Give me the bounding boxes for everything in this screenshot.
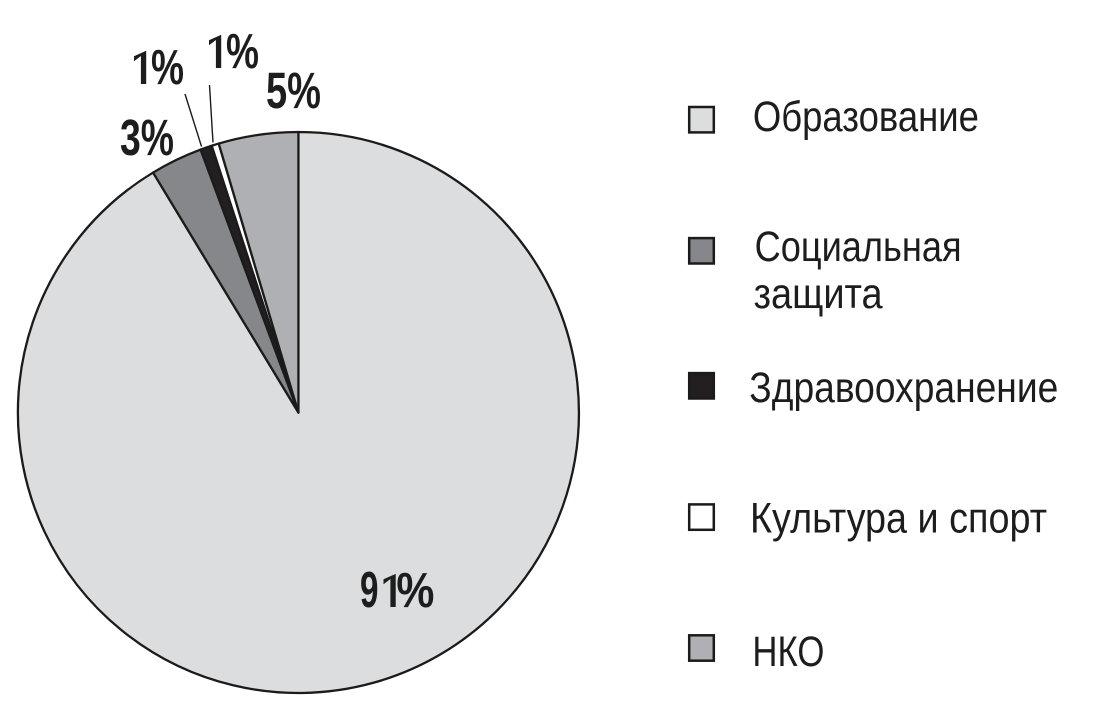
svg-text:9: 9: [360, 561, 379, 618]
svg-text:защита: защита: [754, 270, 883, 318]
svg-text:Социальная: Социальная: [755, 223, 962, 271]
svg-text:НКО: НКО: [752, 628, 824, 676]
svg-text:%: %: [396, 564, 434, 618]
svg-text:5%: 5%: [266, 62, 321, 119]
svg-text:Образование: Образование: [753, 93, 979, 141]
svg-text:%: %: [226, 25, 259, 79]
svg-text:Здравоохранение: Здравоохранение: [749, 364, 1058, 412]
svg-text:Культура и спорт: Культура и спорт: [750, 495, 1047, 543]
svg-text:3%: 3%: [120, 109, 174, 166]
svg-text:%: %: [151, 41, 184, 95]
